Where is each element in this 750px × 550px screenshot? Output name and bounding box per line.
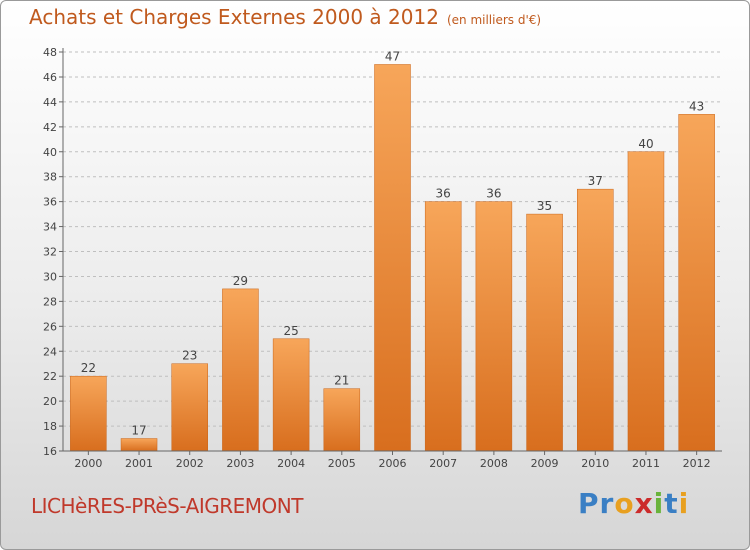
y-tick-label: 30 — [43, 270, 57, 283]
labels: 16 18 20 22 24 26 28 30 32 34 36 38 40 42 44 46 48 22 2000… — [43, 46, 711, 470]
x-tick-label: 2008 — [480, 457, 508, 470]
bar-value-label: 17 — [131, 424, 146, 438]
bar-value-label: 21 — [334, 374, 349, 388]
y-tick-label: 46 — [43, 71, 57, 84]
x-tick-label: 2009 — [531, 457, 559, 470]
bar-value-label: 36 — [486, 187, 501, 201]
y-tick-label: 36 — [43, 196, 57, 209]
x-tick-label: 2002 — [176, 457, 204, 470]
bar — [526, 213, 563, 452]
x-tick-label: 2007 — [429, 457, 457, 470]
chart-title: Achats et Charges Externes 2000 à 2012 (e… — [29, 5, 541, 29]
x-tick-label: 2011 — [632, 457, 660, 470]
x-tick-label: 2004 — [277, 457, 305, 470]
chart-unit: (en milliers d'€) — [446, 13, 542, 27]
bar — [323, 388, 361, 452]
y-tick-label: 48 — [43, 46, 57, 59]
bar-value-label: 47 — [385, 49, 400, 63]
y-tick-label: 38 — [43, 171, 57, 184]
bar — [272, 338, 310, 452]
logo-letter: o — [614, 487, 635, 520]
x-tick-label: 2003 — [226, 457, 254, 470]
logo-letter: i — [678, 487, 690, 520]
logo-letter: P — [578, 487, 600, 520]
y-tick-label: 20 — [43, 395, 57, 408]
x-tick-label: 2012 — [683, 457, 711, 470]
bar — [120, 438, 158, 452]
bar — [475, 201, 513, 452]
axes — [59, 48, 722, 455]
y-tick-label: 26 — [43, 320, 57, 333]
bar — [678, 114, 715, 452]
bar — [222, 288, 259, 452]
y-tick-label: 28 — [43, 295, 57, 308]
x-tick-label: 2010 — [581, 457, 609, 470]
y-tick-label: 34 — [43, 221, 57, 234]
x-tick-label: 2006 — [379, 457, 407, 470]
bar-value-label: 36 — [436, 187, 451, 201]
bar-value-label: 22 — [81, 361, 96, 375]
y-tick-label: 16 — [43, 445, 57, 458]
bar-value-label: 35 — [537, 199, 552, 213]
proxiti-logo: Proxiti — [578, 487, 689, 520]
bar-value-label: 25 — [283, 324, 298, 338]
chart-title-text: Achats et Charges Externes 2000 à 2012 — [29, 5, 439, 29]
y-tick-label: 42 — [43, 121, 57, 134]
bar — [627, 151, 665, 452]
y-tick-label: 18 — [43, 420, 57, 433]
logo-letter: x — [634, 487, 654, 520]
bar-value-label: 37 — [588, 174, 603, 188]
y-tick-label: 24 — [43, 345, 57, 358]
bar-value-label: 29 — [233, 274, 248, 288]
logo-letter: i — [653, 487, 665, 520]
y-tick-label: 32 — [43, 246, 57, 259]
x-tick-label: 2005 — [328, 457, 356, 470]
bar — [374, 64, 411, 452]
logo-letter: r — [599, 487, 615, 520]
bar — [577, 188, 614, 452]
bar — [424, 201, 462, 452]
bars — [70, 64, 715, 452]
bar-value-label: 23 — [182, 349, 197, 363]
bar — [171, 363, 208, 452]
x-tick-label: 2001 — [125, 457, 153, 470]
bar-value-label: 40 — [638, 137, 653, 151]
bar-value-label: 43 — [689, 99, 704, 113]
x-tick-label: 2000 — [74, 457, 102, 470]
y-tick-label: 44 — [43, 96, 57, 109]
y-tick-label: 22 — [43, 370, 57, 383]
y-tick-label: 40 — [43, 146, 57, 159]
place-name: LICHèRES-PRèS-AIGREMONT — [31, 494, 303, 518]
logo-letter: t — [664, 487, 679, 520]
bar — [70, 375, 107, 452]
